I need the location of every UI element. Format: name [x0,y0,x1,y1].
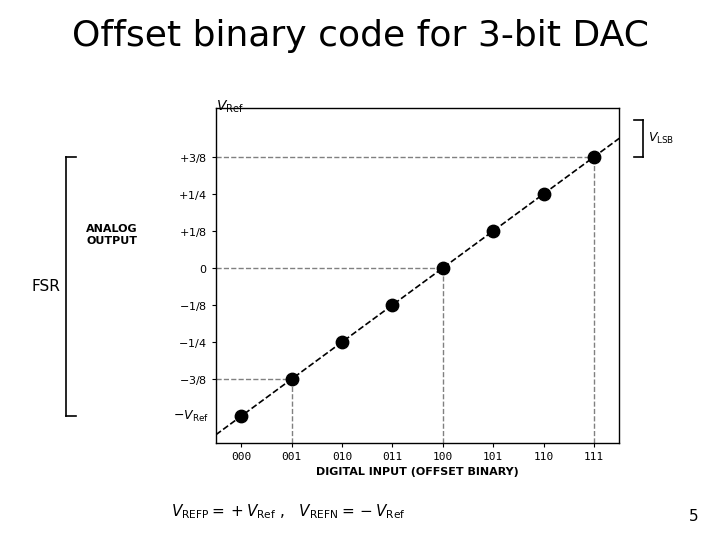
Point [588,153,600,161]
Point [336,338,348,346]
Text: ANALOG
OUTPUT: ANALOG OUTPUT [86,224,138,246]
X-axis label: DIGITAL INPUT (OFFSET BINARY): DIGITAL INPUT (OFFSET BINARY) [316,468,519,477]
Point [437,264,449,272]
Point [387,301,398,309]
Text: $V_{\rm LSB}$: $V_{\rm LSB}$ [648,131,675,146]
Point [286,375,297,383]
Text: $V_{\rm REFP} = +V_{\rm Ref}$ ,   $V_{\rm REFN} = -V_{\rm Ref}$: $V_{\rm REFP} = +V_{\rm Ref}$ , $V_{\rm … [171,502,405,521]
Point [235,412,247,421]
Text: FSR: FSR [32,279,60,294]
Text: Offset binary code for 3-bit DAC: Offset binary code for 3-bit DAC [71,19,649,53]
Point [538,190,549,198]
Text: $-V_{\rm Ref}$: $-V_{\rm Ref}$ [173,409,209,424]
Point [487,227,499,235]
Text: $V_{\rm Ref}$: $V_{\rm Ref}$ [216,99,244,116]
Text: 5: 5 [689,509,698,524]
